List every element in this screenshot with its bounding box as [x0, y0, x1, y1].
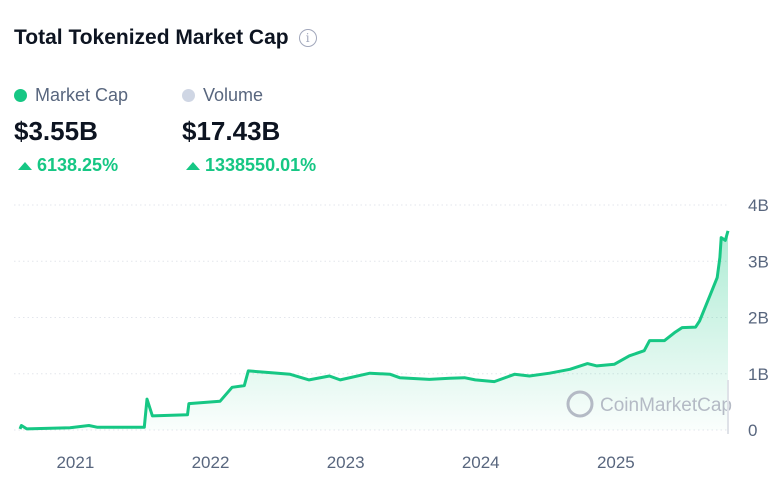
up-arrow-icon [186, 161, 200, 170]
legend-label: Volume [203, 85, 264, 105]
y-tick-label: 1B [748, 365, 769, 384]
y-tick-label: 0 [748, 421, 757, 440]
up-arrow-icon [18, 161, 32, 170]
legend-volume[interactable]: Volume [182, 85, 316, 106]
y-tick-label: 2B [748, 309, 769, 328]
title-text: Total Tokenized Market Cap [14, 26, 289, 49]
x-tick-label: 2022 [192, 453, 230, 472]
legend-market-cap[interactable]: Market Cap [14, 85, 128, 106]
info-icon[interactable]: i [298, 29, 317, 47]
x-tick-label: 2021 [56, 453, 94, 472]
green-dot-icon [14, 89, 27, 102]
y-tick-label: 3B [748, 252, 769, 271]
x-tick-label: 2023 [327, 453, 365, 472]
watermark-text: CoinMarketCap [600, 395, 732, 416]
market-cap-value: $3.55B [14, 116, 98, 146]
gray-dot-icon [182, 89, 195, 102]
market-cap-change: 6138.25% [37, 155, 119, 175]
volume-change: 1338550.01% [205, 155, 317, 175]
x-tick-label: 2025 [597, 453, 635, 472]
watermark: CoinMarketCap [566, 390, 732, 418]
page-title: Total Tokenized Market Cap i [14, 26, 317, 50]
area-fill [20, 230, 728, 430]
y-tick-label: 4B [748, 196, 769, 215]
volume-value: $17.43B [182, 116, 281, 146]
stat-volume: Volume $17.43B 1338550.01% [182, 85, 316, 176]
x-tick-label: 2024 [462, 453, 500, 472]
market-cap-line [18, 230, 730, 431]
legend-label: Market Cap [35, 85, 129, 105]
stat-market-cap: Market Cap $3.55B 6138.25% [14, 85, 128, 176]
